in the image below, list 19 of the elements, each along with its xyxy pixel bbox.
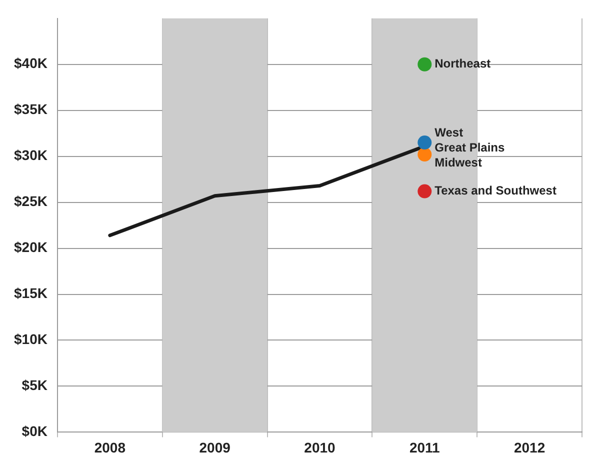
y-tick-label: $25K xyxy=(14,193,48,210)
y-tick-label: $5K xyxy=(22,377,48,394)
y-tick-label: $30K xyxy=(14,147,48,164)
y-tick-label: $20K xyxy=(14,239,48,256)
x-tick-label: 2011 xyxy=(409,439,440,456)
y-tick-label: $15K xyxy=(14,285,48,302)
series-label: Texas and Southwest xyxy=(434,184,556,198)
series-label: Northeast xyxy=(434,56,491,71)
y-tick-label: $10K xyxy=(14,331,48,348)
x-tick-label: 2012 xyxy=(514,439,546,456)
annotation: Great Plains xyxy=(434,140,505,154)
x-tick-label: 2009 xyxy=(199,439,231,456)
y-tick-label: $0K xyxy=(22,423,48,440)
x-tick-label: 2010 xyxy=(304,439,336,456)
x-tick-label: 2008 xyxy=(94,439,126,456)
y-tick-label: $40K xyxy=(14,55,48,72)
y-tick-label: $35K xyxy=(14,101,48,118)
series-label: Midwest xyxy=(434,155,482,170)
series-label: West xyxy=(434,125,464,140)
